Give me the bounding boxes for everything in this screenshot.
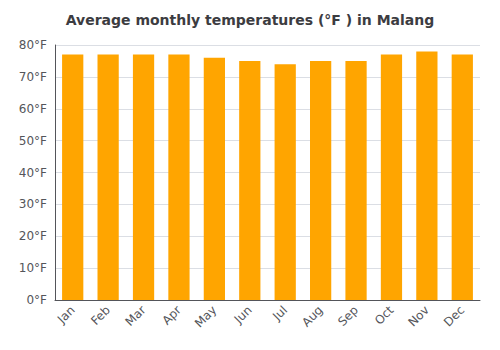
svg-text:0°F: 0°F <box>26 293 47 307</box>
svg-text:Dec: Dec <box>441 303 467 329</box>
svg-text:Feb: Feb <box>88 303 113 328</box>
svg-text:Jul: Jul <box>269 303 290 324</box>
svg-text:Jun: Jun <box>231 303 255 327</box>
svg-text:Oct: Oct <box>372 303 397 328</box>
svg-text:80°F: 80°F <box>19 38 47 52</box>
svg-text:Average monthly temperatures (: Average monthly temperatures (°F ) in Ma… <box>66 12 435 28</box>
svg-text:70°F: 70°F <box>19 70 47 84</box>
svg-text:30°F: 30°F <box>19 197 47 211</box>
svg-text:20°F: 20°F <box>19 229 47 243</box>
svg-text:Aug: Aug <box>299 303 325 329</box>
svg-text:10°F: 10°F <box>19 261 47 275</box>
svg-text:Apr: Apr <box>159 303 184 328</box>
svg-text:Sep: Sep <box>335 303 361 329</box>
svg-text:50°F: 50°F <box>19 134 47 148</box>
svg-text:Mar: Mar <box>123 303 149 329</box>
svg-text:60°F: 60°F <box>19 102 47 116</box>
svg-text:40°F: 40°F <box>19 166 47 180</box>
svg-text:Jan: Jan <box>54 303 78 327</box>
svg-text:Nov: Nov <box>405 303 431 329</box>
svg-text:May: May <box>192 303 219 330</box>
